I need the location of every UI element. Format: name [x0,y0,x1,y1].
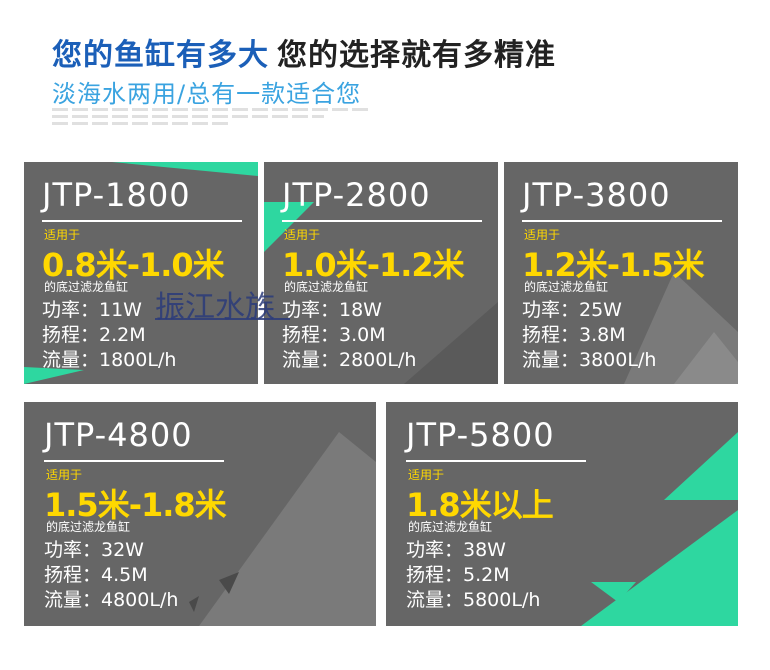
spec-power: 功率：25W [522,299,622,321]
card-decoration [189,432,376,626]
spec-power: 功率：32W [44,539,144,561]
tank-size-range: 1.0米-1.2米 [282,246,465,284]
page-subtitle: 淡海水两用/总有一款适合您 [52,80,362,108]
suitable-label: 适用于 [284,228,321,242]
product-card-jtp-3800: JTP-3800 适用于 1.2米-1.5米 的底过滤龙鱼缸 功率：25W 扬程… [504,162,738,384]
model-name: JTP-4800 [44,416,193,454]
product-card-jtp-4800: JTP-4800 适用于 1.5米-1.8米 的底过滤龙鱼缸 功率：32W 扬程… [24,402,376,626]
suitable-label: 适用于 [46,468,83,482]
tank-type-label: 的底过滤龙鱼缸 [46,520,131,534]
card-decoration [581,432,738,626]
spec-head: 扬程：2.2M [42,324,146,346]
tank-size-range: 1.2米-1.5米 [522,246,705,284]
tank-type-label: 的底过滤龙鱼缸 [44,280,129,294]
model-underline [282,220,482,222]
product-card-jtp-1800: JTP-1800 适用于 0.8米-1.0米 的底过滤龙鱼缸 功率：11W 扬程… [24,162,258,384]
model-name: JTP-2800 [282,176,431,214]
spec-power: 功率：18W [282,299,382,321]
title-part1: 您的鱼缸有多大 [52,38,269,73]
tank-size-range: 0.8米-1.0米 [42,246,225,284]
spec-flow: 流量：3800L/h [522,349,657,371]
spec-power: 功率：38W [406,539,506,561]
tank-size-range: 1.8米以上 [406,486,554,524]
model-name: JTP-3800 [522,176,671,214]
tank-type-label: 的底过滤龙鱼缸 [408,520,493,534]
spec-flow: 流量：1800L/h [42,349,177,371]
watermark-underline [155,318,290,320]
page-title: 您的鱼缸有多大 您的选择就有多精准 [52,30,556,74]
product-card-jtp-2800: JTP-2800 适用于 1.0米-1.2米 的底过滤龙鱼缸 功率：18W 扬程… [264,162,498,384]
model-name: JTP-1800 [42,176,191,214]
tank-size-range: 1.5米-1.8米 [44,486,227,524]
spec-head: 扬程：5.2M [406,564,510,586]
suitable-label: 适用于 [44,228,81,242]
spec-head: 扬程：3.0M [282,324,386,346]
tank-type-label: 的底过滤龙鱼缸 [524,280,609,294]
spec-head: 扬程：3.8M [522,324,626,346]
title-part2: 您的选择就有多精准 [277,38,556,73]
model-underline [44,460,224,462]
spec-head: 扬程：4.5M [44,564,148,586]
model-underline [522,220,722,222]
card-decoration [24,162,258,384]
card-decoration [264,202,498,384]
suitable-label: 适用于 [408,468,445,482]
model-name: JTP-5800 [406,416,555,454]
suitable-label: 适用于 [524,228,561,242]
spec-flow: 流量：2800L/h [282,349,417,371]
spec-power: 功率：11W [42,299,142,321]
card-decoration [624,272,738,384]
model-underline [406,460,586,462]
spec-flow: 流量：4800L/h [44,589,179,611]
decorative-lines [52,108,372,129]
tank-type-label: 的底过滤龙鱼缸 [284,280,369,294]
product-card-jtp-5800: JTP-5800 适用于 1.8米以上 的底过滤龙鱼缸 功率：38W 扬程：5.… [386,402,738,626]
spec-flow: 流量：5800L/h [406,589,541,611]
model-underline [42,220,242,222]
header: 您的鱼缸有多大 您的选择就有多精准 淡海水两用/总有一款适合您 [52,22,752,132]
